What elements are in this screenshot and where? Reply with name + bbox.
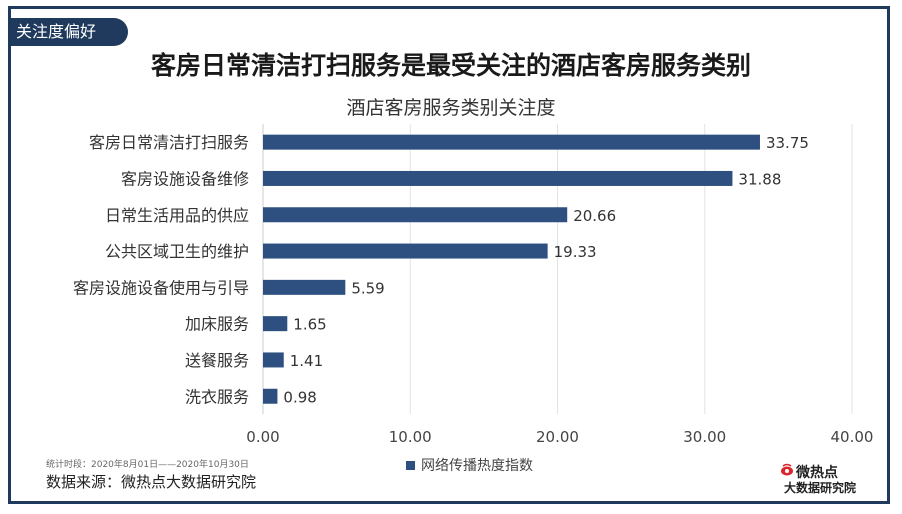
value-label-1: 31.88 <box>738 170 781 188</box>
category-label-4: 客房设施设备使用与引导 <box>73 278 249 297</box>
x-tick-label-2: 20.00 <box>536 428 579 446</box>
value-label-2: 20.66 <box>573 207 616 225</box>
category-label-5: 加床服务 <box>185 315 249 334</box>
value-label-5: 1.65 <box>293 316 326 334</box>
category-label-2: 日常生活用品的供应 <box>105 206 249 225</box>
logo-text-top: 微热点 <box>796 465 838 481</box>
x-tick-label-1: 10.00 <box>389 428 432 446</box>
category-label-0: 客房日常清洁打扫服务 <box>89 133 249 152</box>
labels: 0.00 10.00 20.00 30.00 40.00 客房日常清洁打扫服务 33.75 客… <box>73 133 873 446</box>
x-tick-label-4: 40.00 <box>831 428 874 446</box>
x-tick-label-3: 30.00 <box>683 428 726 446</box>
bar-0 <box>263 134 760 150</box>
logo: 微热点 大数据研究院 <box>776 462 874 496</box>
logo-text-bottom: 大数据研究院 <box>784 481 857 495</box>
bar-5 <box>263 316 288 332</box>
value-label-3: 19.33 <box>554 243 597 261</box>
category-label-7: 洗衣服务 <box>185 387 249 406</box>
bar-2 <box>263 207 568 223</box>
chart-title: 酒店客房服务类别关注度 <box>346 97 556 119</box>
bar-1 <box>263 170 733 186</box>
section-tag: 关注度偏好 <box>8 18 128 46</box>
value-label-6: 1.41 <box>290 352 323 370</box>
main-title: 客房日常清洁打扫服务是最受关注的酒店客房服务类别 <box>150 51 751 80</box>
bar-6 <box>263 352 284 368</box>
value-label-7: 0.98 <box>283 388 316 406</box>
grid-lines <box>262 124 853 414</box>
legend-swatch <box>406 460 415 470</box>
x-tick-label-0: 0.00 <box>246 428 279 446</box>
bars <box>263 134 760 404</box>
value-label-4: 5.59 <box>351 279 384 297</box>
value-label-0: 33.75 <box>766 134 809 152</box>
data-source: 数据来源：微热点大数据研究院 <box>46 473 257 491</box>
bar-7 <box>263 388 278 404</box>
chart-frame <box>8 6 890 504</box>
bar-3 <box>263 243 548 259</box>
category-label-1: 客房设施设备维修 <box>121 169 249 188</box>
legend-label: 网络传播热度指数 <box>421 458 533 474</box>
statistics-period: 统计时段：2020年8月01日——2020年10月30日 <box>46 460 249 470</box>
category-label-3: 公共区域卫生的维护 <box>105 242 249 261</box>
bar-4 <box>263 279 346 295</box>
legend: 网络传播热度指数 <box>406 455 533 475</box>
eye-logo-icon <box>781 463 793 476</box>
category-label-6: 送餐服务 <box>185 351 249 370</box>
